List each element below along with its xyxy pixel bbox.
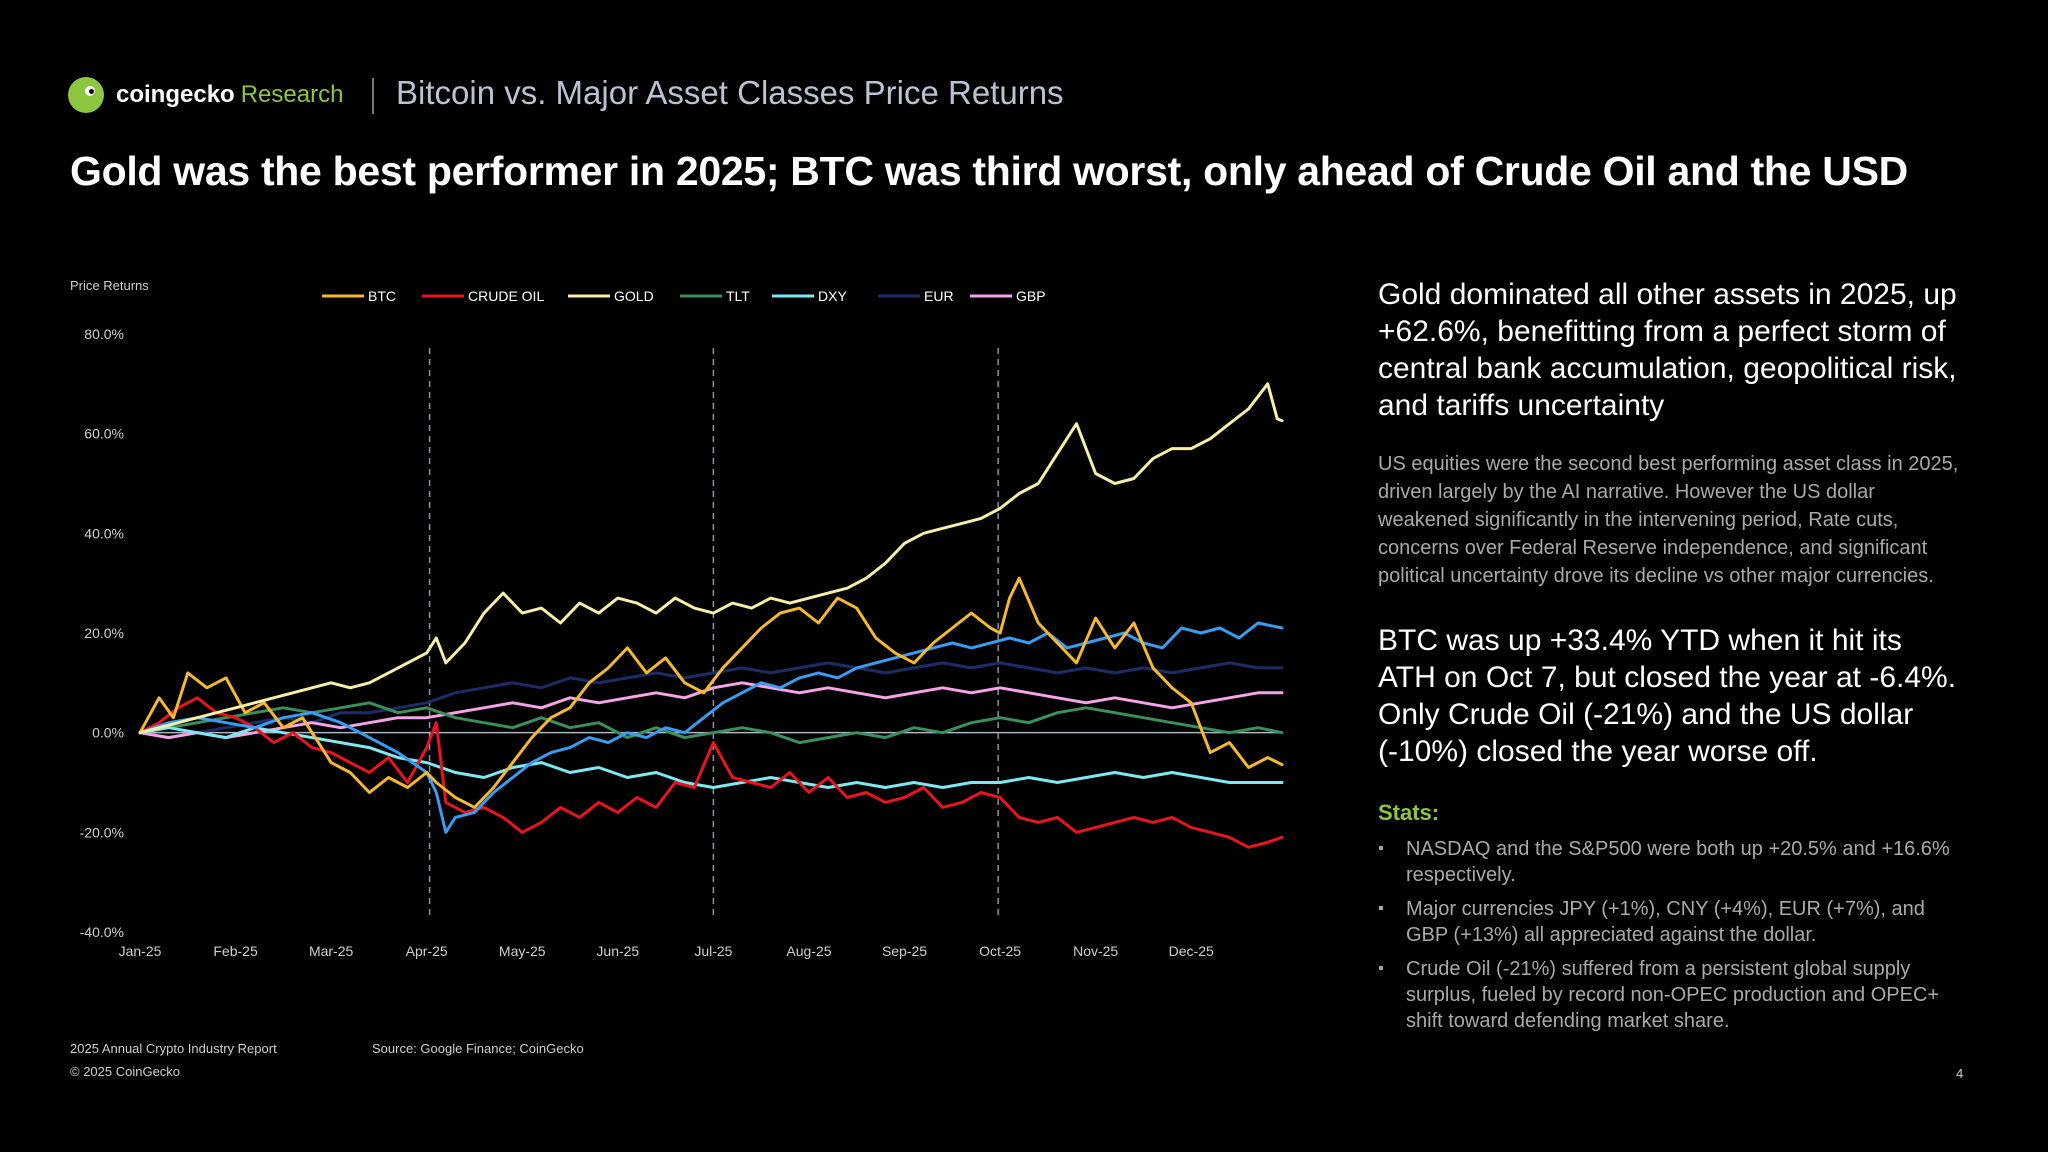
x-tick-label: Oct-25: [979, 943, 1021, 959]
series-line-crude-oil: [138, 696, 1284, 849]
y-tick-label: -20.0%: [80, 824, 124, 840]
legend-label: GOLD: [614, 288, 654, 304]
footer-source: Source: Google Finance; CoinGecko: [372, 1041, 584, 1056]
series-line-dxy: [138, 726, 1284, 789]
x-tick-label: Feb-25: [213, 943, 258, 959]
gecko-icon: [68, 77, 104, 113]
y-axis-title: Price Returns: [70, 278, 149, 293]
x-tick-label: May-25: [499, 943, 546, 959]
commentary-panel: Gold dominated all other assets in 2025,…: [1378, 276, 1964, 1042]
series-line-unlabeled: [138, 621, 1284, 834]
series-line-gbp: [138, 681, 1284, 740]
x-tick-label: Aug-25: [786, 943, 831, 959]
legend-label: TLT: [726, 288, 750, 304]
equities-paragraph: US equities were the second best perform…: [1378, 453, 1959, 587]
gold-lead-text: Gold dominated all other assets in 2025,…: [1378, 278, 1957, 422]
series-line-btc: [138, 576, 1284, 809]
y-tick-label: 80.0%: [84, 326, 124, 342]
btc-lead-text: BTC was up +33.4% YTD when it hit its AT…: [1378, 624, 1957, 768]
stats-item: NASDAQ and the S&P500 were both up +20.5…: [1378, 836, 1964, 888]
footer-report: 2025 Annual Crypto Industry Report: [70, 1041, 277, 1056]
stats-title: Stats:: [1378, 800, 1440, 825]
stats-list: NASDAQ and the S&P500 were both up +20.5…: [1378, 836, 1964, 1034]
stats-item: Crude Oil (-21%) suffered from a persist…: [1378, 956, 1964, 1034]
coingecko-logo: coingecko Research: [68, 77, 343, 113]
legend-label: BTC: [368, 288, 396, 304]
page-title: Gold was the best performer in 2025; BTC…: [70, 148, 1908, 194]
series-line-gold: [138, 382, 1284, 735]
legend-label: EUR: [924, 288, 954, 304]
logo-research: Research: [240, 81, 344, 108]
x-tick-label: Jul-25: [694, 943, 732, 959]
x-tick-label: Sep-25: [882, 943, 927, 959]
x-tick-label: Apr-25: [406, 943, 448, 959]
page-subtitle: Bitcoin vs. Major Asset Classes Price Re…: [396, 74, 1064, 111]
y-tick-label: 40.0%: [84, 525, 124, 541]
legend-label: GBP: [1016, 288, 1046, 304]
header-divider: [372, 78, 374, 114]
logo-wordmark: coingecko: [116, 81, 235, 108]
stats-item: Major currencies JPY (+1%), CNY (+4%), E…: [1378, 896, 1964, 948]
y-tick-label: -40.0%: [80, 924, 124, 940]
price-returns-chart: Price Returns 80.0% 60.0% 40.0% 20.0% 0.0% -20…: [70, 278, 1284, 959]
y-tick-label: 0.0%: [92, 725, 124, 741]
x-tick-label: Dec-25: [1169, 943, 1214, 959]
legend-label: DXY: [818, 288, 847, 304]
footer-copyright: © 2025 CoinGecko: [70, 1064, 181, 1079]
y-tick-label: 60.0%: [84, 426, 124, 442]
series-line-tlt: [138, 701, 1284, 745]
x-tick-label: Mar-25: [309, 943, 354, 959]
x-tick-label: Nov-25: [1073, 943, 1118, 959]
page-number: 4: [1956, 1066, 1964, 1081]
legend-label: CRUDE OIL: [468, 288, 544, 304]
x-tick-label: Jan-25: [119, 943, 162, 959]
y-tick-label: 20.0%: [84, 625, 124, 641]
x-tick-label: Jun-25: [596, 943, 639, 959]
series-line-eur: [138, 661, 1284, 740]
